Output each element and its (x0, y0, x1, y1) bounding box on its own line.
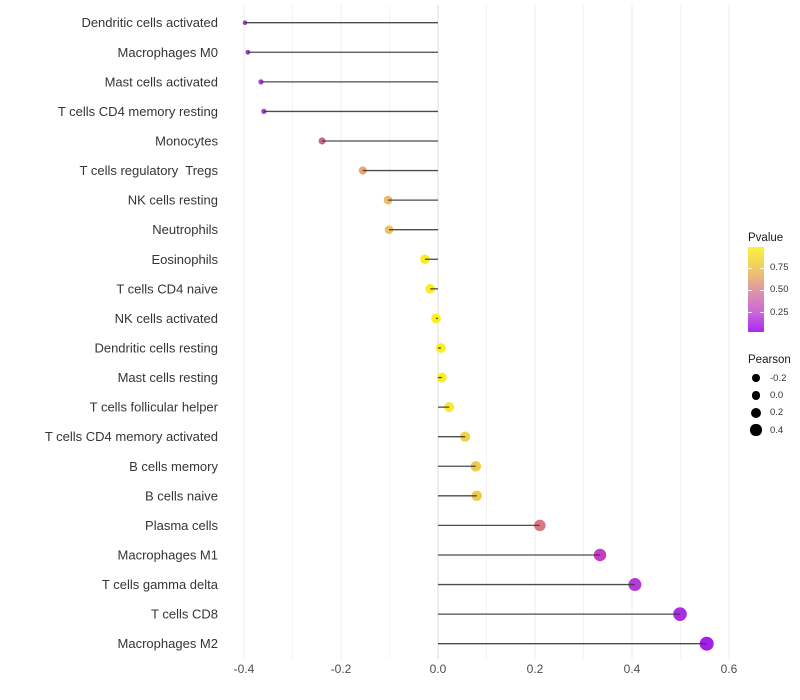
category-label: B cells naive (145, 488, 218, 503)
x-axis-tick-label: 0.2 (527, 662, 544, 676)
category-label: B cells memory (129, 459, 218, 474)
category-label: Eosinophils (152, 252, 219, 267)
x-axis-tick-label: 0.4 (624, 662, 641, 676)
pearson-legend-label: 0.2 (770, 407, 784, 419)
category-label: NK cells resting (128, 193, 218, 208)
category-label: Macrophages M1 (118, 547, 218, 562)
category-label: Monocytes (155, 133, 218, 148)
category-label: T cells regulatory Tregs (80, 163, 219, 178)
category-label: T cells CD4 memory resting (58, 104, 218, 119)
category-label: T cells follicular helper (90, 400, 219, 415)
category-label: Macrophages M2 (118, 636, 218, 651)
pearson-legend-title: Pearson (748, 354, 791, 366)
pearson-legend-dot (752, 374, 760, 382)
category-label: T cells CD8 (151, 607, 218, 622)
category-label: NK cells activated (115, 311, 218, 326)
colorbar-tick-mark (748, 289, 752, 291)
pearson-legend-dot (750, 424, 762, 436)
pvalue-colorbar-tick-label: 0.25 (770, 306, 789, 318)
x-axis-tick-label: 0.0 (430, 662, 447, 676)
category-label: T cells gamma delta (102, 577, 219, 592)
colorbar-tick-mark (760, 267, 764, 269)
colorbar-tick-mark (748, 312, 752, 313)
colorbar-tick-mark (760, 312, 764, 313)
pvalue-legend-title: Pvalue (748, 232, 784, 244)
pearson-legend-label: -0.2 (770, 372, 787, 384)
lollipop-dot (470, 461, 482, 472)
category-label: Neutrophils (152, 222, 218, 237)
category-label: Dendritic cells activated (81, 15, 218, 30)
category-label: Dendritic cells resting (94, 340, 218, 355)
category-label: T cells CD4 naive (116, 281, 218, 296)
pvalue-colorbar-tick-label: 0.75 (770, 262, 789, 273)
pearson-legend-dot (751, 391, 761, 400)
pearson-legend-label: 0.4 (770, 424, 784, 436)
pvalue-colorbar-tick-label: 0.50 (770, 284, 789, 295)
lollipop-dot (444, 402, 455, 413)
category-label: Macrophages M0 (118, 45, 218, 60)
pearson-legend-label: 0.0 (770, 389, 784, 401)
pearson-legend-dot (751, 407, 761, 418)
category-label: Mast cells resting (118, 370, 218, 385)
category-label: Mast cells activated (105, 74, 218, 89)
x-axis-tick-label: -0.4 (234, 662, 255, 676)
category-label: T cells CD4 memory activated (45, 429, 218, 444)
colorbar-tick-mark (748, 267, 752, 269)
x-axis-tick-label: 0.6 (721, 662, 738, 676)
category-label: Plasma cells (145, 518, 218, 533)
colorbar-tick-mark (760, 289, 764, 291)
lollipop-dot (460, 431, 471, 442)
x-axis-tick-label: -0.2 (331, 662, 352, 676)
